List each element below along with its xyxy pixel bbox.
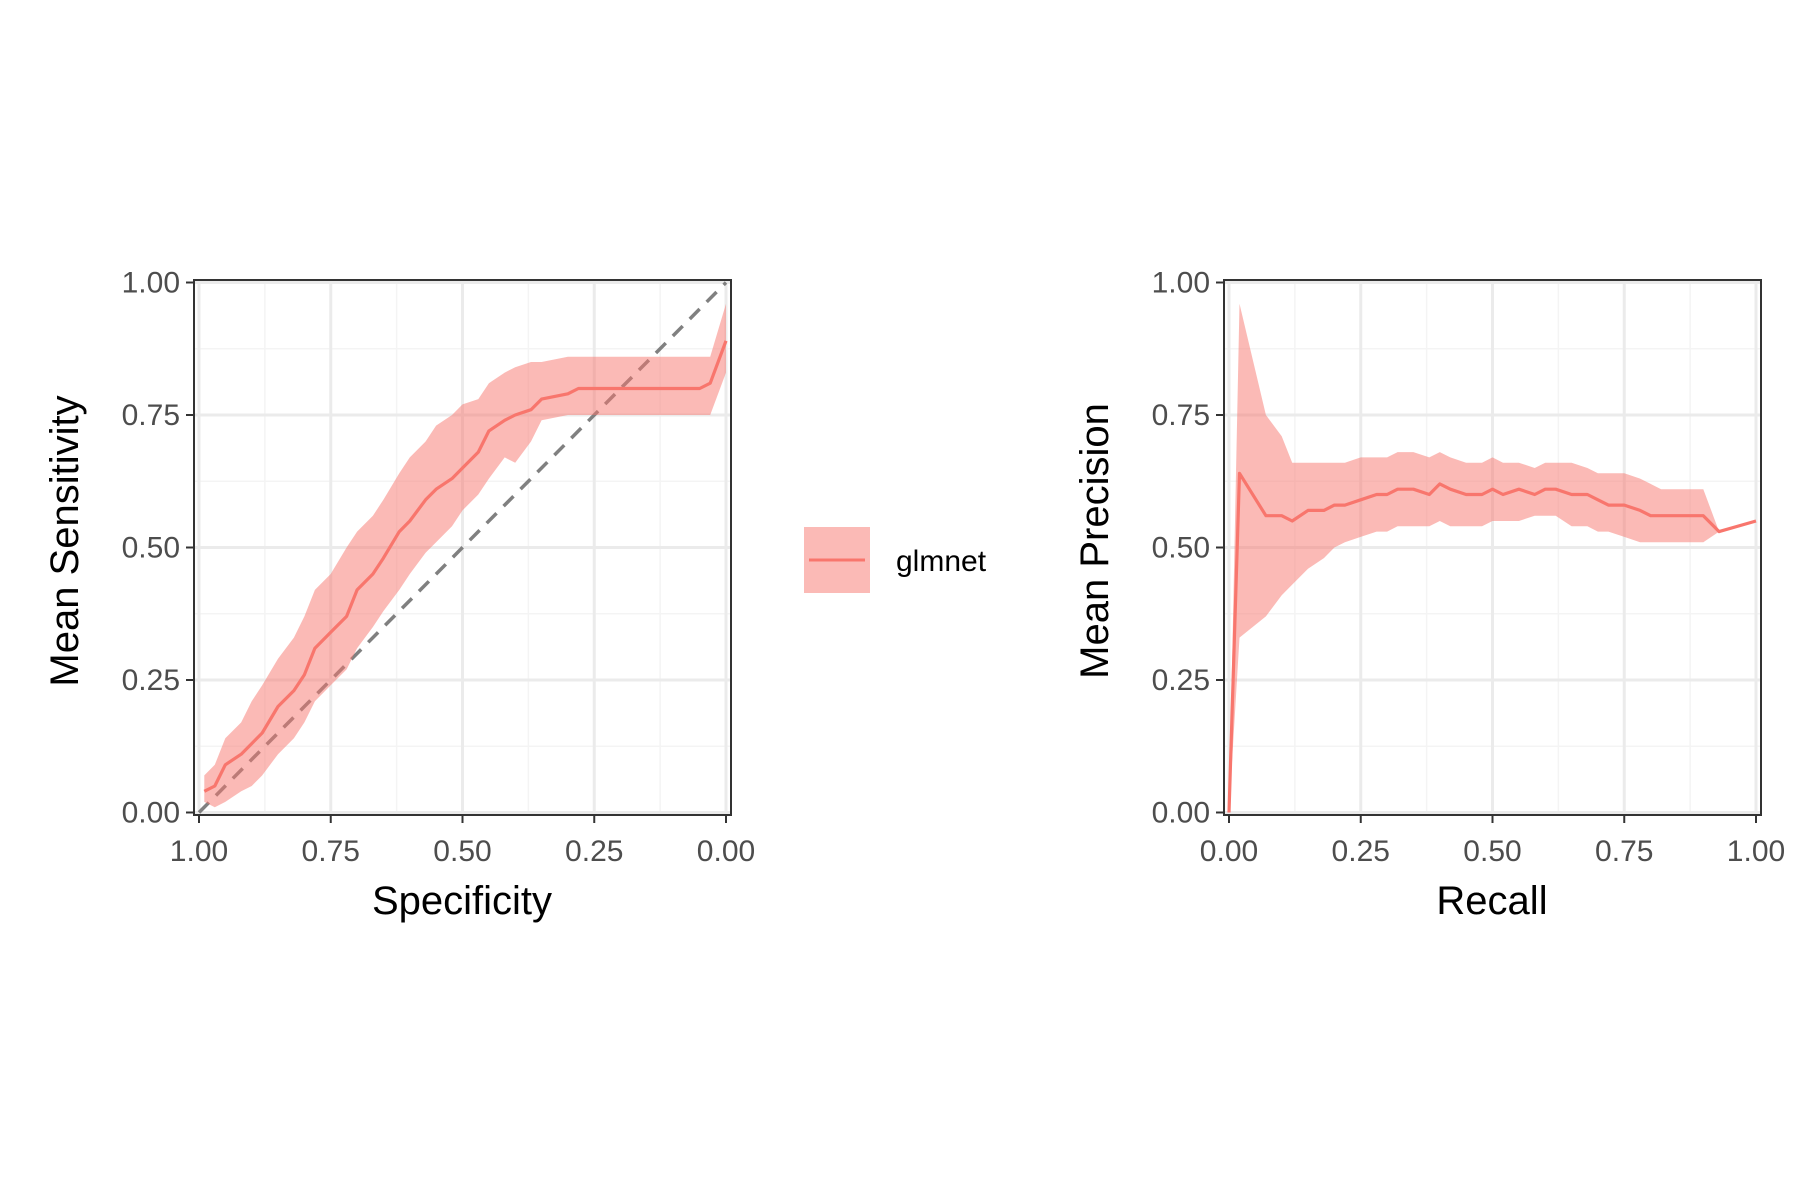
roc-x-tick-label: 0.00 [697,835,755,868]
roc-x-axis-title: Specificity [372,879,552,923]
roc-y-tick-label: 0.50 [122,532,180,565]
roc-y-tick-label: 0.00 [122,796,180,829]
pr-y-tick-label: 0.75 [1152,399,1210,432]
pr-x-tick-label: 0.00 [1200,835,1258,868]
pr-x-axis-title: Recall [1436,879,1547,923]
roc-series-line-glmnet [203,340,728,793]
roc-y-tick-label: 0.75 [122,399,180,432]
roc-x-tick-label: 0.50 [433,835,491,868]
pr-x-tick-label: 1.00 [1727,835,1785,868]
legend-label-glmnet: glmnet [896,545,987,578]
roc-y-axis-title: Mean Sensitivity [43,395,87,686]
pr-y-tick-label: 0.50 [1152,532,1210,565]
pr-x-tick-label: 0.75 [1595,835,1653,868]
roc-y-tick-label: 1.00 [122,267,180,300]
roc-x-tick-label: 1.00 [170,835,228,868]
roc-confidence-ribbon [204,303,727,808]
roc-panel: 1.00 0.75 0.50 0.25 0.00 0.00 0.25 0.50 0.75 1.00 [122,267,756,868]
pr-x-tick-label: 0.25 [1332,835,1390,868]
pr-y-tick-label: 0.00 [1152,796,1210,829]
pr-x-tick-label: 0.50 [1463,835,1521,868]
pr-y-tick-label: 1.00 [1152,267,1210,300]
pr-series-line-glmnet [1227,471,1757,813]
pr-y-axis-title: Mean Precision [1073,403,1117,679]
pr-y-tick-label: 0.25 [1152,664,1210,697]
roc-y-tick-label: 0.25 [122,664,180,697]
roc-x-tick-label: 0.75 [302,835,360,868]
pr-panel: 0.00 0.25 0.50 0.75 1.00 0.00 0.25 0.50 0.75 1.00 [1152,267,1786,868]
legend: glmnet [804,527,987,593]
roc-x-tick-label: 0.25 [565,835,623,868]
